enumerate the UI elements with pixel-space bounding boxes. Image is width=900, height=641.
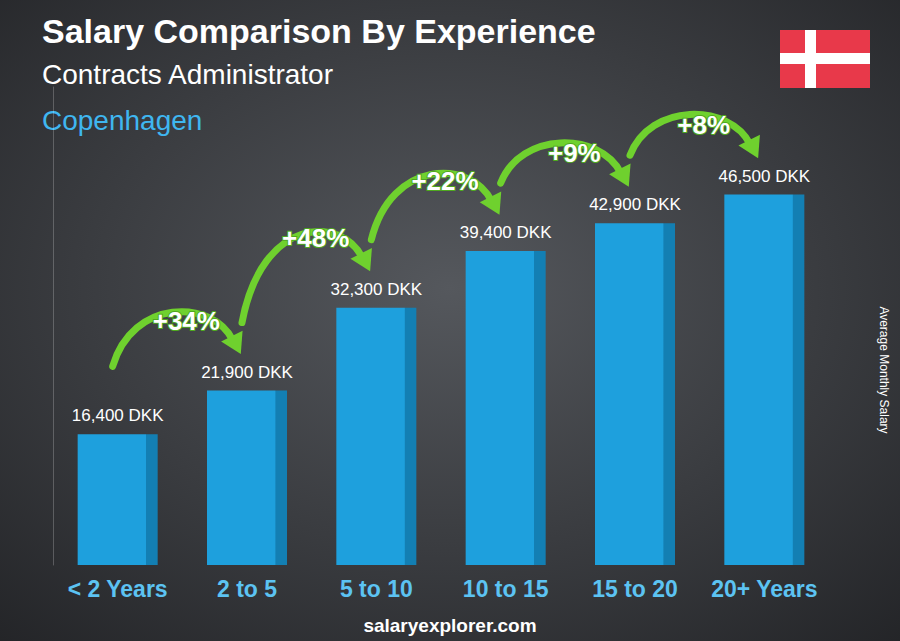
svg-text:32,300 DKK: 32,300 DKK	[330, 280, 422, 299]
svg-text:Salary Comparison By Experienc: Salary Comparison By Experience	[42, 12, 596, 50]
svg-text:2 to 5: 2 to 5	[217, 576, 277, 602]
svg-text:15 to 20: 15 to 20	[592, 576, 678, 602]
svg-text:42,900 DKK: 42,900 DKK	[589, 195, 681, 214]
svg-text:+9%: +9%	[548, 138, 601, 168]
svg-text:Average Monthly Salary: Average Monthly Salary	[877, 306, 891, 433]
svg-text:10 to 15: 10 to 15	[463, 576, 549, 602]
svg-text:46,500 DKK: 46,500 DKK	[718, 167, 810, 186]
svg-text:+48%: +48%	[282, 223, 349, 253]
svg-text:+8%: +8%	[677, 110, 730, 140]
svg-text:5 to 10: 5 to 10	[340, 576, 413, 602]
svg-text:+22%: +22%	[411, 166, 478, 196]
svg-text:39,400 DKK: 39,400 DKK	[460, 223, 552, 242]
svg-text:16,400 DKK: 16,400 DKK	[72, 406, 164, 425]
svg-text:Copenhagen: Copenhagen	[42, 105, 202, 136]
svg-text:Contracts Administrator: Contracts Administrator	[42, 59, 333, 90]
svg-text:< 2 Years: < 2 Years	[68, 576, 168, 602]
svg-text:+34%: +34%	[153, 306, 220, 336]
svg-text:20+ Years: 20+ Years	[711, 576, 817, 602]
svg-text:21,900 DKK: 21,900 DKK	[201, 363, 293, 382]
svg-text:salaryexplorer.com: salaryexplorer.com	[363, 615, 536, 636]
